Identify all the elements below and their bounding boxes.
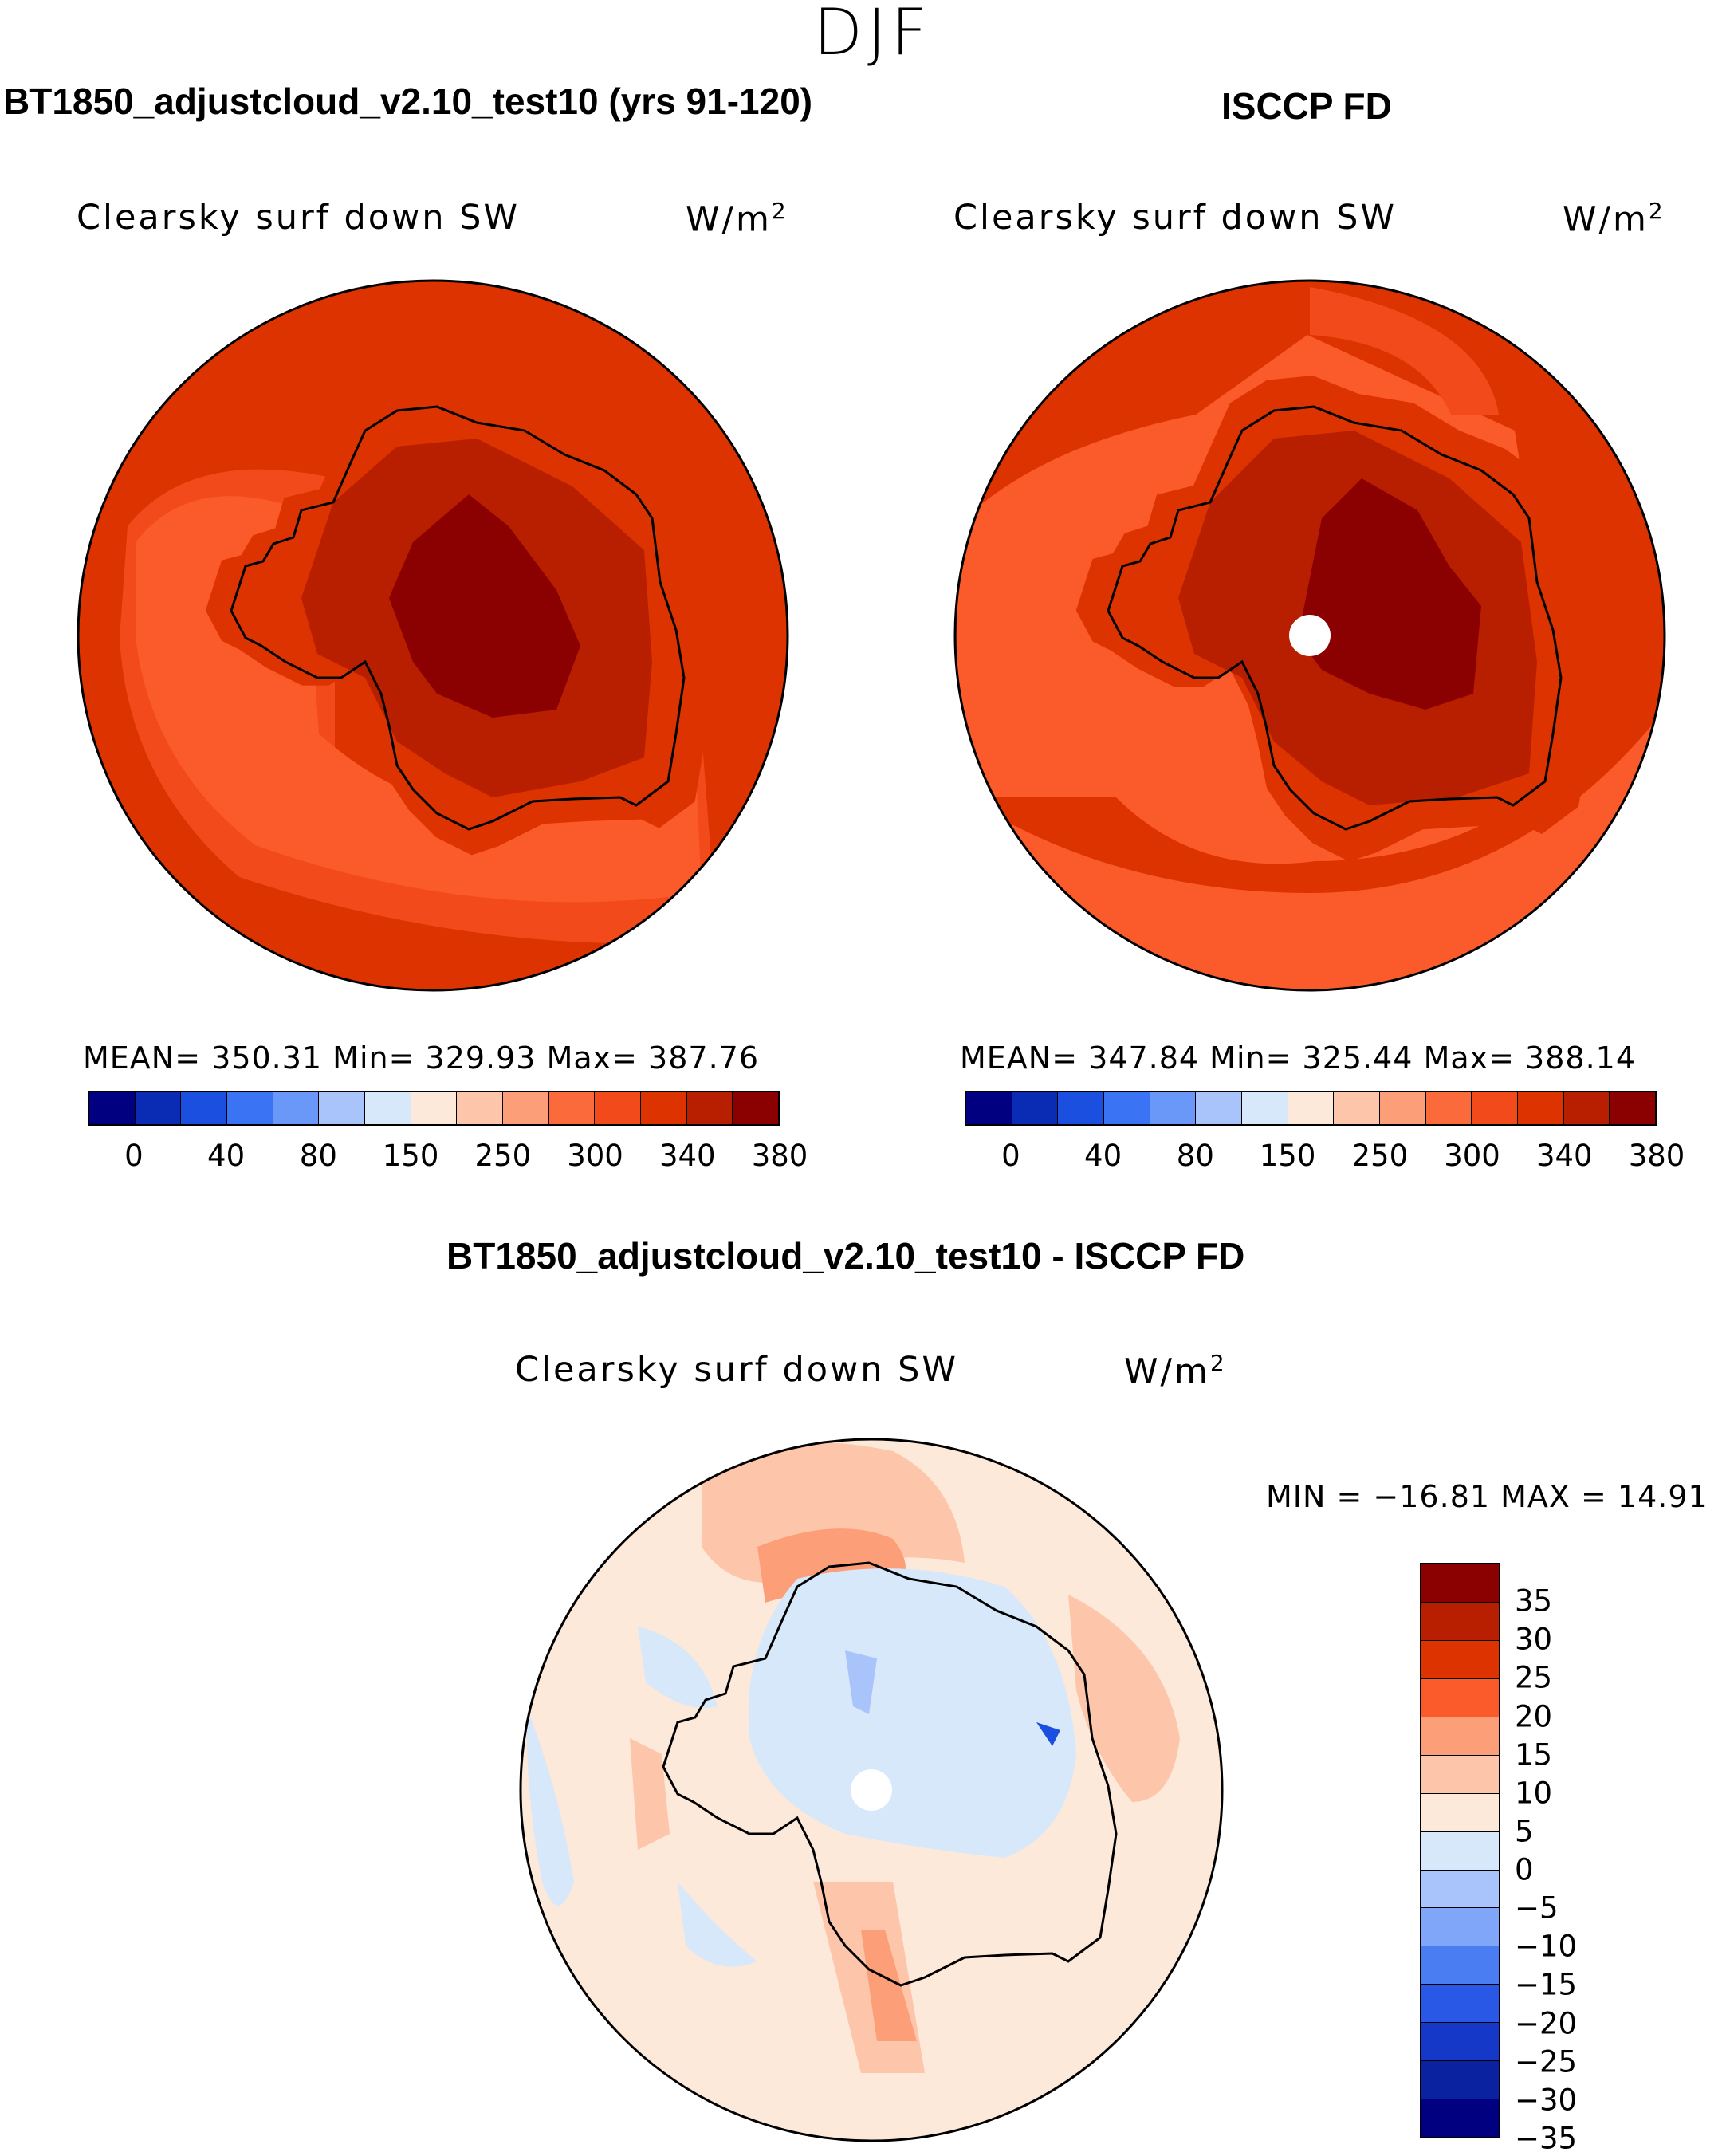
diff-colorbar-tick-label: −30: [1515, 2083, 1578, 2118]
season-title: DJF: [813, 0, 933, 69]
model-variable-label: Clearsky surf down SW: [77, 198, 520, 238]
diff-colorbar-swatch: [1421, 2023, 1499, 2062]
diff-colorbar-swatch: [1421, 1678, 1499, 1717]
obs-panel-title: ISCCP FD: [1221, 85, 1392, 127]
model-colorbar-tick-label: 250: [474, 1139, 532, 1173]
diff-colorbar-swatch: [1421, 1946, 1499, 1985]
model-colorbar-tick-label: 150: [382, 1139, 439, 1173]
model-colorbar: [88, 1091, 780, 1126]
obs-units-label: W/m2: [1563, 198, 1665, 240]
obs-pole-hole: [1289, 615, 1331, 656]
model-colorbar-swatch: [319, 1092, 366, 1124]
diff-stats: MIN = −16.81 MAX = 14.91: [1266, 1479, 1708, 1514]
obs-colorbar-swatch: [1472, 1092, 1519, 1124]
diff-colorbar-tick-label: 30: [1515, 1622, 1553, 1657]
diff-colorbar-swatch: [1421, 1755, 1499, 1794]
obs-colorbar-swatch: [966, 1092, 1012, 1124]
diff-colorbar-tick-label: 15: [1515, 1737, 1553, 1772]
diff-colorbar-tick-label: 10: [1515, 1776, 1553, 1811]
model-colorbar-swatch: [89, 1092, 136, 1124]
obs-colorbar-swatch: [1288, 1092, 1335, 1124]
diff-pole-hole: [851, 1769, 892, 1811]
model-colorbar-swatch: [503, 1092, 549, 1124]
obs-colorbar-swatch: [1380, 1092, 1426, 1124]
obs-colorbar-swatch: [1425, 1092, 1472, 1124]
model-colorbar-swatch: [457, 1092, 504, 1124]
obs-map: [953, 279, 1666, 992]
model-colorbar-swatch: [227, 1092, 273, 1124]
diff-colorbar: [1420, 1563, 1500, 2138]
model-colorbar-swatch: [686, 1092, 733, 1124]
obs-colorbar-tick-label: 250: [1351, 1139, 1409, 1173]
model-colorbar-swatch: [411, 1092, 458, 1124]
model-colorbar-swatch: [733, 1092, 779, 1124]
model-colorbar-swatch: [181, 1092, 228, 1124]
diff-colorbar-swatch: [1421, 1831, 1499, 1871]
diff-colorbar-tick-label: −20: [1515, 2006, 1578, 2041]
model-units-label: W/m2: [686, 198, 788, 240]
obs-colorbar-tick-label: 300: [1444, 1139, 1500, 1173]
obs-colorbar-swatch: [1012, 1092, 1059, 1124]
diff-colorbar-swatch: [1421, 2061, 1499, 2100]
diff-colorbar-tick-label: −5: [1515, 1890, 1559, 1926]
diff-colorbar-tick-label: −15: [1515, 1967, 1578, 2002]
diff-colorbar-swatch: [1421, 1870, 1499, 1909]
diff-colorbar-tick-label: 35: [1515, 1584, 1553, 1619]
model-colorbar-swatch: [135, 1092, 182, 1124]
model-colorbar-swatch: [365, 1092, 411, 1124]
obs-colorbar-swatch: [1610, 1092, 1656, 1124]
diff-colorbar-swatch: [1421, 1602, 1499, 1641]
diff-colorbar-swatch: [1421, 1908, 1499, 1947]
diff-colorbar-tick-label: −10: [1515, 1929, 1578, 1964]
obs-colorbar-swatch: [1242, 1092, 1288, 1124]
obs-colorbar-swatch: [1563, 1092, 1610, 1124]
diff-colorbar-swatch: [1421, 2099, 1499, 2138]
model-colorbar-swatch: [641, 1092, 687, 1124]
obs-colorbar-swatch: [1150, 1092, 1197, 1124]
model-colorbar-tick-label: 340: [659, 1139, 716, 1173]
obs-colorbar-swatch: [1334, 1092, 1381, 1124]
diff-colorbar-tick-label: 25: [1515, 1660, 1553, 1695]
obs-colorbar-swatch: [1518, 1092, 1564, 1124]
model-colorbar-swatch: [595, 1092, 642, 1124]
model-colorbar-tick-label: 0: [124, 1139, 144, 1173]
diff-colorbar-tick-label: 20: [1515, 1699, 1553, 1734]
model-colorbar-swatch: [273, 1092, 320, 1124]
obs-stats: MEAN= 347.84 Min= 325.44 Max= 388.14: [960, 1041, 1637, 1076]
model-stats: MEAN= 350.31 Min= 329.93 Max= 387.76: [83, 1041, 760, 1076]
model-map: [77, 279, 789, 992]
diff-colorbar-swatch: [1421, 1564, 1499, 1603]
diff-colorbar-tick-label: −35: [1515, 2121, 1578, 2156]
obs-variable-label: Clearsky surf down SW: [953, 198, 1397, 238]
model-colorbar-tick-label: 380: [751, 1139, 808, 1173]
diff-colorbar-tick-label: 5: [1515, 1814, 1534, 1849]
obs-colorbar: [965, 1091, 1657, 1126]
diff-colorbar-tick-label: 0: [1515, 1852, 1534, 1887]
obs-colorbar-tick-label: 340: [1535, 1139, 1593, 1173]
diff-colorbar-swatch: [1421, 1793, 1499, 1832]
diff-colorbar-swatch: [1421, 1985, 1499, 2024]
model-colorbar-swatch: [548, 1092, 596, 1124]
obs-colorbar-tick-label: 0: [1001, 1139, 1020, 1173]
diff-map: [519, 1438, 1224, 2142]
obs-colorbar-tick-label: 380: [1628, 1139, 1685, 1173]
obs-colorbar-tick-label: 40: [1084, 1139, 1122, 1173]
model-colorbar-tick-label: 40: [207, 1139, 246, 1173]
diff-colorbar-tick-label: −25: [1515, 2044, 1578, 2079]
diff-colorbar-swatch: [1421, 1640, 1499, 1679]
diff-panel-title: BT1850_adjustcloud_v2.10_test10 - ISCCP …: [446, 1235, 1245, 1277]
diff-units-label: W/m2: [1124, 1350, 1227, 1392]
obs-colorbar-swatch: [1196, 1092, 1243, 1124]
model-colorbar-tick-label: 80: [299, 1139, 337, 1173]
obs-colorbar-swatch: [1058, 1092, 1105, 1124]
obs-colorbar-tick-label: 80: [1176, 1139, 1214, 1173]
obs-colorbar-tick-label: 150: [1259, 1139, 1316, 1173]
model-colorbar-tick-label: 300: [567, 1139, 623, 1173]
model-panel-title: BT1850_adjustcloud_v2.10_test10 (yrs 91-…: [3, 81, 813, 122]
obs-colorbar-swatch: [1104, 1092, 1150, 1124]
diff-variable-label: Clearsky surf down SW: [515, 1350, 958, 1390]
diff-colorbar-swatch: [1421, 1717, 1499, 1756]
